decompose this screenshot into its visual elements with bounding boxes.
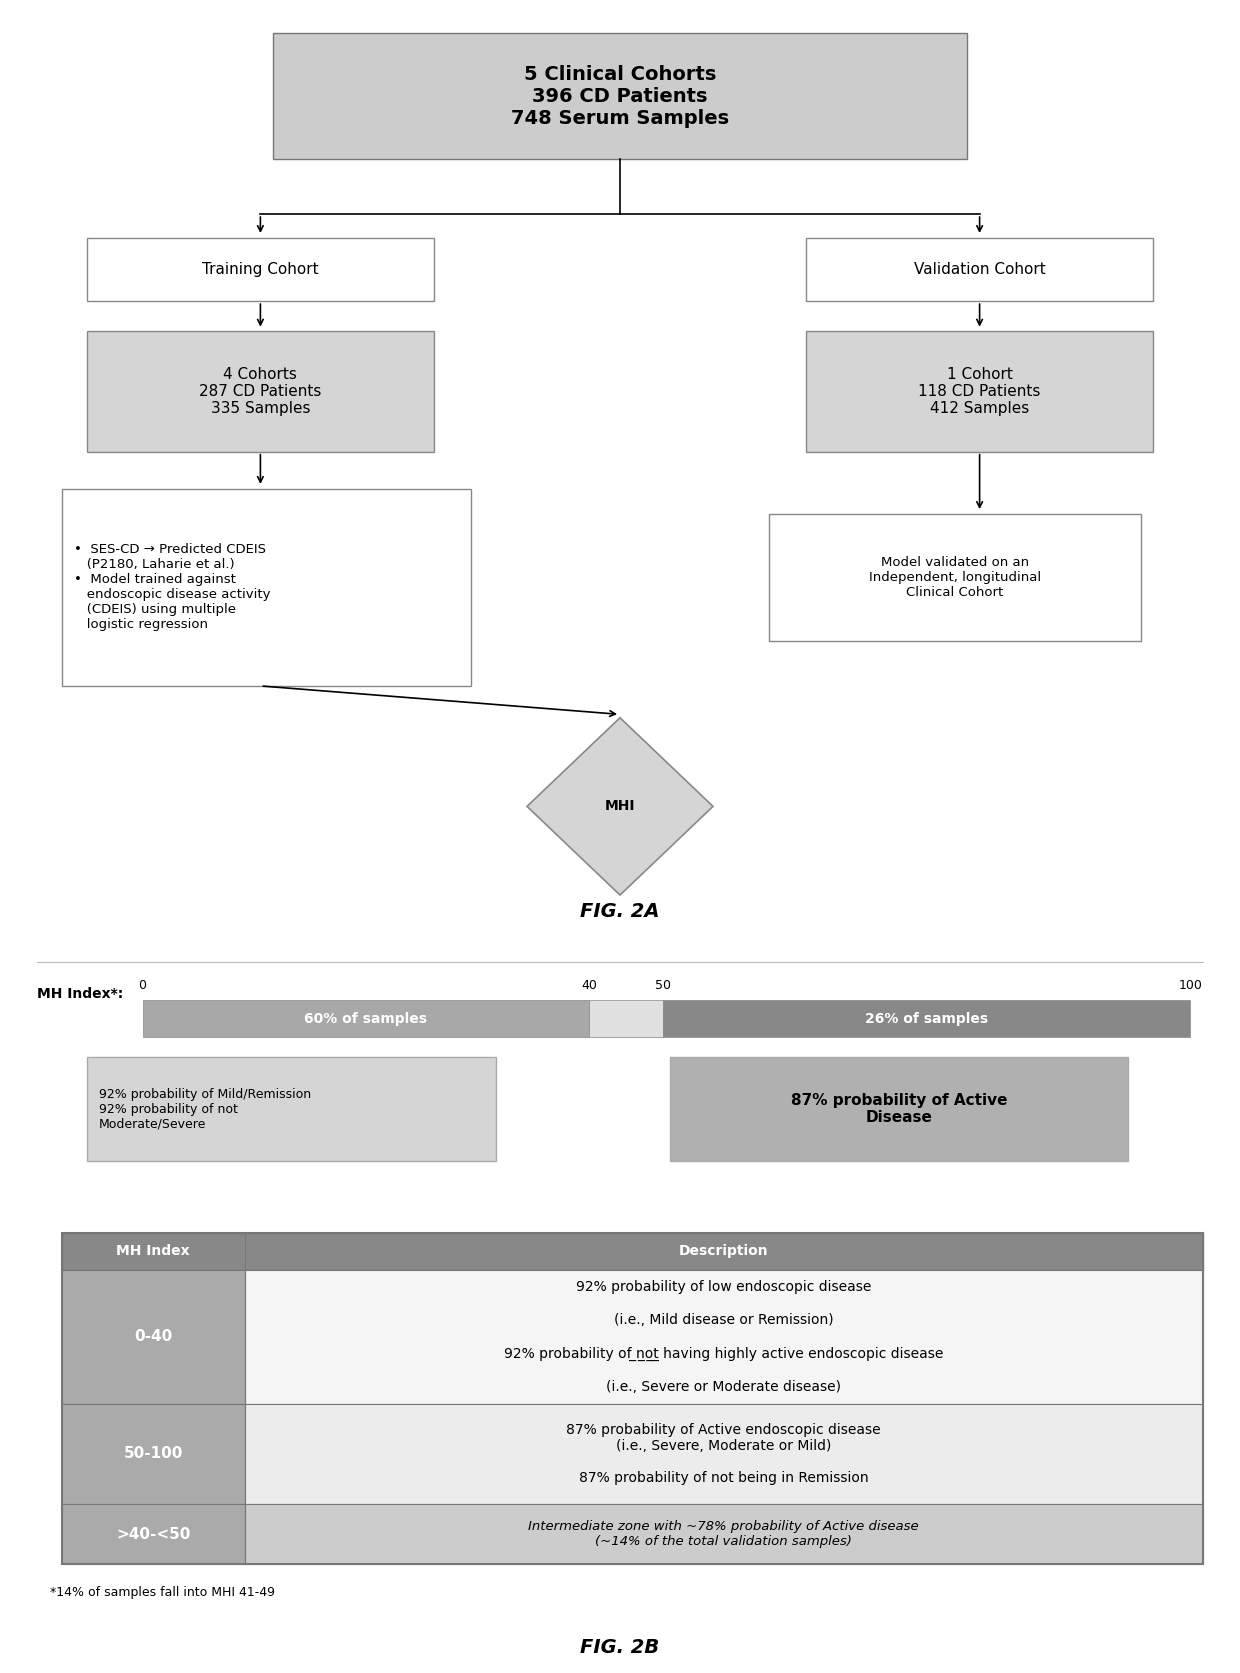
Text: *14% of samples fall into MHI 41-49: *14% of samples fall into MHI 41-49 xyxy=(50,1586,274,1599)
Bar xyxy=(87,1057,496,1161)
Text: •  SES-CD → Predicted CDEIS
   (P2180, Laharie et al.)
•  Model trained against
: • SES-CD → Predicted CDEIS (P2180, Lahar… xyxy=(74,544,270,631)
Text: Model validated on an
Independent, longitudinal
Clinical Cohort: Model validated on an Independent, longi… xyxy=(869,555,1040,599)
Text: 87% probability of Active
Disease: 87% probability of Active Disease xyxy=(791,1092,1007,1126)
Text: (i.e., Severe or Moderate disease): (i.e., Severe or Moderate disease) xyxy=(606,1380,841,1394)
Text: >40-<50: >40-<50 xyxy=(117,1527,191,1541)
Text: 50: 50 xyxy=(656,979,671,992)
Text: (i.e., Mild disease or Remission): (i.e., Mild disease or Remission) xyxy=(614,1313,833,1327)
Polygon shape xyxy=(527,718,713,895)
Bar xyxy=(62,1270,244,1404)
Text: Validation Cohort: Validation Cohort xyxy=(914,263,1045,276)
Text: Training Cohort: Training Cohort xyxy=(202,263,319,276)
Bar xyxy=(143,1000,589,1037)
Text: 0-40: 0-40 xyxy=(134,1330,172,1343)
Text: 50-100: 50-100 xyxy=(124,1447,184,1461)
Text: 40: 40 xyxy=(582,979,596,992)
Text: 60% of samples: 60% of samples xyxy=(304,1012,428,1026)
Bar xyxy=(87,331,434,452)
Text: 5 Clinical Cohorts
396 CD Patients
748 Serum Samples: 5 Clinical Cohorts 396 CD Patients 748 S… xyxy=(511,65,729,127)
Text: 1 Cohort
118 CD Patients
412 Samples: 1 Cohort 118 CD Patients 412 Samples xyxy=(919,366,1040,417)
Text: 92% probability of ̲n̲o̲t̲ having highly active endoscopic disease: 92% probability of ̲n̲o̲t̲ having highly… xyxy=(503,1347,944,1360)
Text: Intermediate zone with ~78% probability of Active disease
(~14% of the total val: Intermediate zone with ~78% probability … xyxy=(528,1521,919,1548)
Bar xyxy=(273,33,967,159)
Text: 0: 0 xyxy=(139,979,146,992)
Bar xyxy=(670,1057,1128,1161)
Bar xyxy=(244,1504,1203,1564)
Bar xyxy=(87,238,434,301)
Text: FIG. 2B: FIG. 2B xyxy=(580,1638,660,1658)
Bar xyxy=(806,331,1153,452)
Text: MH Index: MH Index xyxy=(117,1245,190,1258)
Text: 87% probability of Active endoscopic disease
(i.e., Severe, Moderate or Mild)

8: 87% probability of Active endoscopic dis… xyxy=(567,1422,880,1486)
Text: 92% probability of Mild/Remission
92% probability of not
Moderate/Severe: 92% probability of Mild/Remission 92% pr… xyxy=(99,1087,311,1131)
Text: 26% of samples: 26% of samples xyxy=(866,1012,988,1026)
Bar xyxy=(244,1404,1203,1504)
Text: MH Index*:: MH Index*: xyxy=(37,987,124,1000)
Bar xyxy=(62,489,471,686)
Text: FIG. 2A: FIG. 2A xyxy=(580,902,660,922)
Bar xyxy=(244,1270,1203,1404)
Bar xyxy=(663,1000,1190,1037)
Text: 4 Cohorts
287 CD Patients
335 Samples: 4 Cohorts 287 CD Patients 335 Samples xyxy=(200,366,321,417)
Text: 92% probability of low endoscopic disease: 92% probability of low endoscopic diseas… xyxy=(575,1280,872,1293)
Bar xyxy=(62,1233,1203,1564)
Text: MHI: MHI xyxy=(605,800,635,813)
Text: Description: Description xyxy=(678,1245,769,1258)
Bar xyxy=(62,1504,244,1564)
Bar xyxy=(62,1233,1203,1270)
Bar xyxy=(806,238,1153,301)
Bar xyxy=(769,514,1141,641)
Bar xyxy=(589,1000,663,1037)
Text: 100: 100 xyxy=(1178,979,1203,992)
Bar xyxy=(62,1404,244,1504)
